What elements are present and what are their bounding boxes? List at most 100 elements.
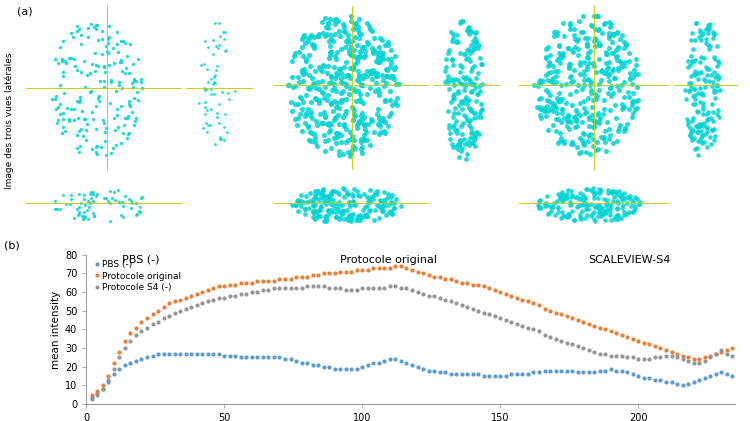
- Point: [134, 208, 146, 215]
- Point: [209, 72, 220, 79]
- Point: [540, 86, 552, 93]
- Point: [593, 80, 605, 87]
- Point: [560, 193, 572, 200]
- Point: [553, 68, 565, 75]
- Point: [610, 215, 622, 222]
- Point: [80, 136, 92, 143]
- Point: [449, 126, 461, 133]
- Point: [104, 200, 116, 207]
- Point: [296, 192, 307, 198]
- Point: [692, 151, 703, 158]
- Point: [710, 87, 722, 94]
- Point: [326, 37, 338, 44]
- Point: [322, 80, 334, 86]
- Point: [693, 34, 705, 41]
- Point: [49, 197, 61, 204]
- Point: [68, 55, 80, 62]
- Point: [615, 193, 627, 200]
- Point: [54, 43, 66, 50]
- Point: [359, 211, 371, 218]
- Point: [315, 202, 327, 209]
- Legend: PBS (-), Protocole original, Protocole S4 (-): PBS (-), Protocole original, Protocole S…: [91, 256, 185, 296]
- Point: [591, 203, 603, 209]
- Point: [350, 59, 362, 65]
- Point: [360, 212, 372, 218]
- Point: [466, 29, 478, 35]
- Point: [562, 191, 574, 197]
- Point: [333, 152, 345, 159]
- Point: [95, 144, 107, 150]
- Point: [540, 46, 552, 53]
- Point: [352, 216, 364, 223]
- Point: [551, 95, 563, 102]
- Point: [348, 85, 360, 92]
- Point: [359, 212, 371, 218]
- Point: [347, 199, 359, 205]
- Point: [550, 128, 562, 135]
- Point: [602, 78, 614, 85]
- Point: [442, 108, 454, 115]
- Point: [346, 199, 358, 205]
- Point: [374, 131, 386, 137]
- Point: [614, 122, 626, 128]
- Point: [116, 139, 128, 146]
- Point: [623, 106, 635, 112]
- Point: [308, 80, 320, 86]
- Point: [98, 195, 109, 202]
- Point: [359, 203, 371, 210]
- Point: [552, 203, 564, 210]
- Point: [556, 109, 568, 116]
- Point: [325, 72, 337, 79]
- Point: [554, 98, 566, 104]
- Point: [58, 90, 70, 96]
- Point: [290, 202, 302, 209]
- Point: [447, 35, 459, 41]
- Point: [352, 213, 364, 220]
- Point: [347, 65, 359, 72]
- Point: [362, 194, 374, 201]
- Point: [52, 60, 64, 67]
- Point: [387, 73, 399, 80]
- Point: [562, 60, 574, 67]
- Point: [577, 129, 589, 136]
- Point: [298, 40, 310, 47]
- Point: [590, 69, 602, 76]
- Point: [466, 65, 478, 72]
- Point: [128, 61, 140, 67]
- Point: [573, 18, 585, 25]
- Point: [290, 201, 302, 208]
- Point: [463, 76, 475, 83]
- Point: [70, 27, 82, 34]
- Point: [586, 184, 598, 191]
- Point: [464, 58, 476, 65]
- Point: [334, 32, 346, 39]
- Point: [313, 212, 325, 219]
- Point: [580, 205, 592, 212]
- Point: [556, 106, 568, 113]
- Point: [308, 131, 320, 138]
- Point: [356, 81, 368, 88]
- Point: [551, 109, 563, 116]
- Point: [570, 116, 582, 123]
- Point: [601, 207, 613, 213]
- Point: [697, 100, 709, 107]
- Point: [314, 66, 326, 73]
- Point: [442, 124, 454, 131]
- Point: [347, 198, 359, 205]
- Point: [581, 42, 593, 48]
- Point: [214, 20, 226, 27]
- Point: [613, 125, 625, 132]
- Point: [302, 85, 314, 91]
- Point: [451, 129, 463, 136]
- Point: [617, 104, 629, 110]
- Point: [464, 96, 476, 103]
- Point: [599, 217, 611, 224]
- Point: [355, 91, 367, 98]
- Point: [355, 113, 367, 120]
- Point: [352, 30, 364, 37]
- Point: [588, 191, 600, 198]
- Point: [475, 101, 487, 108]
- Point: [331, 131, 343, 137]
- Point: [324, 195, 336, 202]
- Point: [695, 131, 707, 138]
